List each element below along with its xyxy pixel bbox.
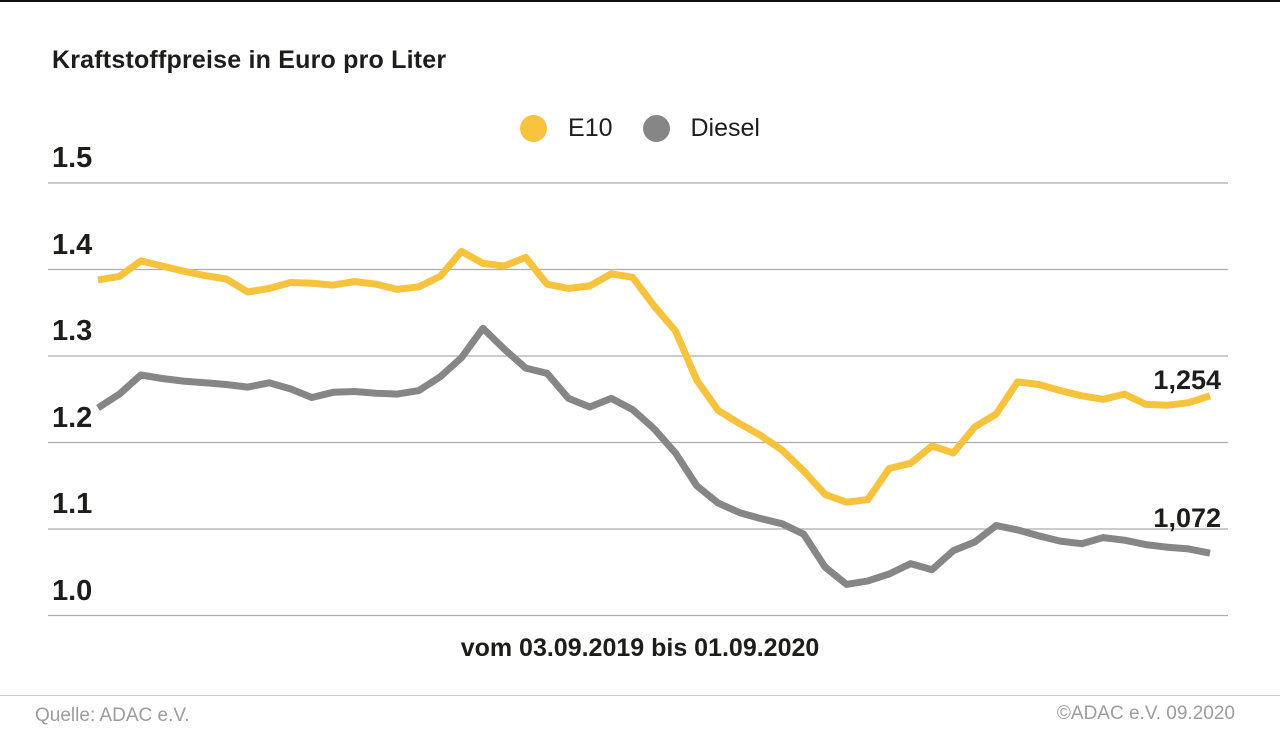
- e10-legend-dot-icon: [520, 115, 548, 142]
- y-tick-label-1.1: 1.1: [52, 488, 93, 520]
- legend-item-diesel: Diesel: [642, 114, 760, 143]
- legend-label-e10: E10: [568, 114, 613, 142]
- footer-source-text: Quelle: ADAC e.V.: [35, 705, 190, 726]
- diesel-legend-dot-icon: [642, 115, 670, 142]
- y-tick-label-1.0: 1.0: [52, 574, 93, 607]
- diesel-end-value-label: 1,072: [1153, 503, 1221, 533]
- series-line-e10: [97, 247, 1212, 506]
- x-axis-caption: vom 03.09.2019 bis 01.09.2020: [460, 634, 820, 662]
- series-line-diesel: [96, 324, 1211, 588]
- legend-label-diesel: Diesel: [690, 114, 760, 142]
- page-title: Kraftstoffpreise in Euro pro Liter: [52, 46, 447, 74]
- y-tick-label-1.3: 1.3: [52, 315, 93, 347]
- y-tick-label-1.4: 1.4: [52, 228, 93, 261]
- footer-divider: [0, 695, 1280, 696]
- chart-legend: E10 Diesel: [0, 114, 1280, 143]
- y-tick-label-1.5: 1.5: [52, 142, 93, 174]
- footer-copyright-text: ©ADAC e.V. 09.2020: [1056, 703, 1235, 724]
- legend-item-e10: E10: [520, 114, 613, 143]
- y-tick-label-1.2: 1.2: [52, 401, 93, 434]
- e10-end-value-label: 1,254: [1153, 365, 1221, 395]
